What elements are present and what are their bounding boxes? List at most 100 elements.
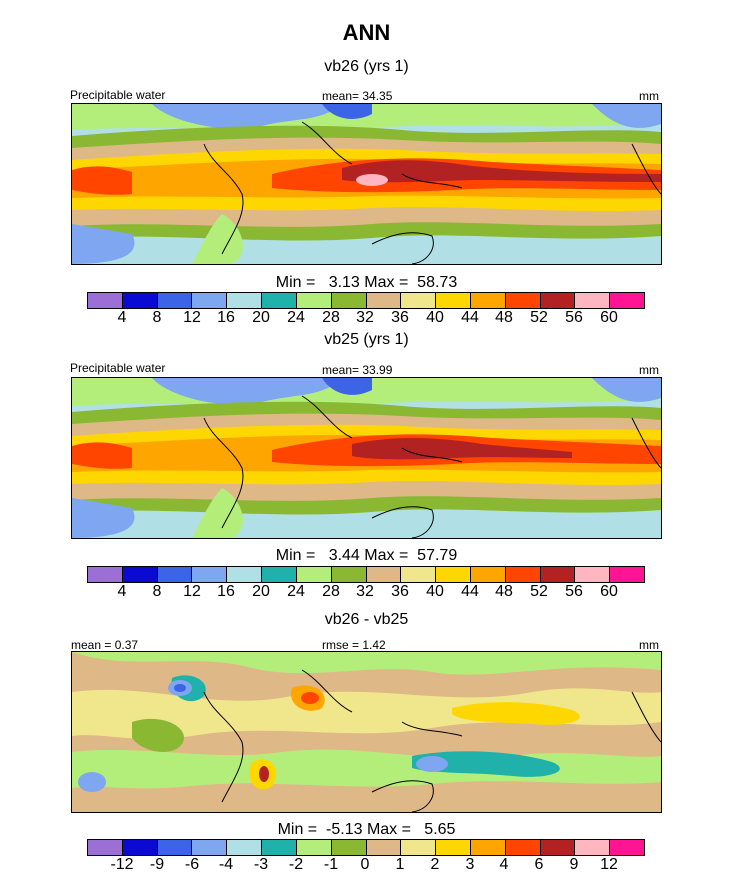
- panel-2-mean-label: mean= 33.99: [322, 363, 393, 377]
- colorbar-swatch: [505, 293, 541, 308]
- colorbar-tick-label: -9: [149, 856, 165, 873]
- colorbar-swatch: [296, 567, 332, 582]
- figure-title: ANN: [342, 20, 391, 45]
- colorbar-swatch: [366, 567, 402, 582]
- colorbar-tick-label: 8: [152, 309, 162, 326]
- colorbar-tick-label: 3: [465, 856, 475, 873]
- panel-3-contour-plot: [72, 652, 661, 812]
- colorbar-tick-label: 56: [565, 583, 583, 600]
- colorbar-tick-label: -4: [218, 856, 234, 873]
- colorbar-tick-label: 4: [117, 309, 127, 326]
- colorbar-tick-label: 48: [495, 309, 513, 326]
- panel-1-map: [71, 103, 662, 265]
- colorbar-swatch: [122, 567, 158, 582]
- colorbar-swatch: [470, 293, 506, 308]
- colorbar-swatch: [575, 840, 611, 855]
- colorbar-tick-label: 44: [461, 583, 479, 600]
- colorbar-tick-label: -3: [253, 856, 269, 873]
- colorbar-tick-label: 24: [287, 309, 305, 326]
- colorbar-tick-label: 4: [499, 856, 509, 873]
- colorbar-tick-label: 8: [152, 583, 162, 600]
- colorbar-tick-label: 9: [569, 856, 579, 873]
- panel-3-units-label: mm: [639, 638, 659, 652]
- colorbar-swatch: [122, 840, 158, 855]
- colorbar-swatch: [401, 567, 437, 582]
- colorbar-swatch: [331, 293, 367, 308]
- colorbar-swatch: [88, 567, 123, 582]
- colorbar-swatch: [540, 567, 576, 582]
- panel-3-colorbar: [87, 839, 645, 856]
- panel-3-rmse-label: rmse = 1.42: [322, 638, 386, 652]
- panel-1-title: vb26 (yrs 1): [324, 58, 409, 75]
- colorbar-tick-label: 20: [252, 583, 270, 600]
- colorbar-swatch: [540, 840, 576, 855]
- colorbar-tick-label: 1: [395, 856, 405, 873]
- colorbar-swatch: [296, 840, 332, 855]
- colorbar-swatch: [470, 840, 506, 855]
- panel-2-contour-plot: [72, 378, 661, 538]
- colorbar-swatch: [262, 840, 297, 855]
- colorbar-swatch: [88, 840, 123, 855]
- colorbar-swatch: [366, 293, 402, 308]
- colorbar-swatch: [262, 567, 297, 582]
- colorbar-swatch: [227, 567, 263, 582]
- colorbar-tick-label: 2: [430, 856, 440, 873]
- colorbar-tick-label: 40: [426, 583, 444, 600]
- panel-3-mean-label: mean = 0.37: [71, 638, 139, 652]
- colorbar-swatch: [505, 567, 541, 582]
- panel-1-minmax: Min = 3.13 Max = 58.73: [275, 274, 458, 291]
- panel-3-minmax: Min = -5.13 Max = 5.65: [277, 821, 456, 838]
- colorbar-tick-label: 32: [356, 309, 374, 326]
- colorbar-tick-label: 12: [183, 309, 201, 326]
- panel-1-contour-plot: [72, 104, 661, 264]
- panel-1-colorbar: [87, 292, 645, 309]
- colorbar-swatch: [227, 293, 263, 308]
- colorbar-swatch: [227, 840, 263, 855]
- colorbar-swatch: [610, 567, 644, 582]
- colorbar-tick-label: 52: [530, 309, 548, 326]
- colorbar-tick-label: -6: [184, 856, 200, 873]
- panel-2-minmax: Min = 3.44 Max = 57.79: [275, 547, 458, 564]
- colorbar-tick-label: 16: [217, 583, 235, 600]
- panel-2-variable-label: Precipitable water: [70, 361, 166, 375]
- panel-3-title: vb26 - vb25: [324, 611, 409, 628]
- colorbar-swatch: [366, 840, 402, 855]
- colorbar-tick-label: 16: [217, 309, 235, 326]
- panel-2-map: [71, 377, 662, 539]
- colorbar-tick-label: 40: [426, 309, 444, 326]
- colorbar-tick-label: 12: [600, 856, 618, 873]
- panel-3-map: [71, 651, 662, 813]
- colorbar-swatch: [122, 293, 158, 308]
- colorbar-swatch: [192, 567, 228, 582]
- colorbar-swatch: [610, 840, 644, 855]
- colorbar-swatch: [88, 293, 123, 308]
- colorbar-tick-label: 36: [391, 309, 409, 326]
- colorbar-swatch: [192, 840, 228, 855]
- colorbar-tick-label: 60: [600, 583, 618, 600]
- colorbar-swatch: [610, 293, 644, 308]
- colorbar-swatch: [296, 293, 332, 308]
- colorbar-swatch: [470, 567, 506, 582]
- colorbar-tick-label: 28: [322, 309, 340, 326]
- colorbar-swatch: [331, 840, 367, 855]
- colorbar-swatch: [157, 293, 193, 308]
- colorbar-swatch: [192, 293, 228, 308]
- colorbar-swatch: [157, 567, 193, 582]
- colorbar-tick-label: 0: [360, 856, 370, 873]
- colorbar-tick-label: 32: [356, 583, 374, 600]
- panel-1-variable-label: Precipitable water: [70, 88, 166, 102]
- colorbar-swatch: [575, 293, 611, 308]
- colorbar-tick-label: 56: [565, 309, 583, 326]
- colorbar-tick-label: 36: [391, 583, 409, 600]
- colorbar-tick-label: 4: [117, 583, 127, 600]
- colorbar-tick-label: 28: [322, 583, 340, 600]
- panel-1-mean-label: mean= 34.35: [322, 89, 393, 103]
- colorbar-swatch: [575, 567, 611, 582]
- colorbar-swatch: [540, 293, 576, 308]
- colorbar-tick-label: 24: [287, 583, 305, 600]
- colorbar-swatch: [157, 840, 193, 855]
- colorbar-tick-label: 12: [183, 583, 201, 600]
- colorbar-swatch: [436, 840, 471, 855]
- colorbar-swatch: [401, 293, 437, 308]
- colorbar-swatch: [331, 567, 367, 582]
